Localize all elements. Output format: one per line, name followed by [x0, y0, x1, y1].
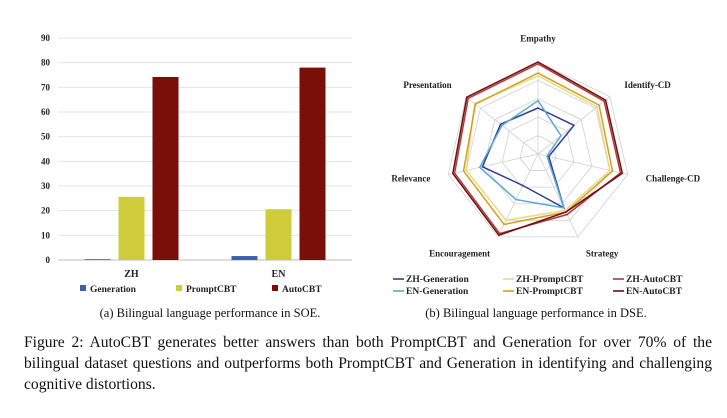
radar-grid-ring: [447, 61, 629, 238]
bar-y-tick-label: 60: [41, 107, 51, 117]
bar-autocbt-zh: [152, 76, 179, 261]
radar-axis-label: Encouragement: [429, 248, 490, 258]
radar-spoke: [537, 153, 579, 238]
bar-legend-label: Generation: [90, 285, 137, 295]
bar-legend-label: PromptCBT: [186, 285, 237, 295]
radar-axis-label: Identify-CD: [624, 80, 671, 90]
bar-promptcbt-zh: [118, 196, 145, 260]
radar-series-en-promptcbt: [462, 72, 614, 226]
bar-y-tick-label: 80: [41, 58, 51, 68]
bar-legend-swatch: [80, 285, 86, 291]
bar-bars: [84, 67, 326, 261]
radar-legend-label: EN-PromptCBT: [516, 287, 584, 297]
radar-legend-label: EN-Generation: [406, 287, 469, 297]
radar-web: [447, 61, 629, 238]
radar-chart: Empathy Identify-CD Challenge-CD Strategy En…: [391, 34, 700, 320]
bar-category-label: ZH: [124, 269, 139, 280]
radar-series-en-generation: [478, 99, 566, 209]
bar-y-ticks: 0 10 20 30 40 50 60 70 80 90: [41, 33, 51, 265]
subcaption-a: (a) Bilingual language performance in SO…: [100, 306, 321, 320]
bar-y-tick-label: 0: [46, 255, 51, 265]
bar-legend-swatch: [176, 285, 182, 291]
radar-legend-label: ZH-AutoCBT: [626, 275, 683, 285]
figure-caption: Figure 2: AutoCBT generates better answe…: [24, 334, 712, 393]
bar-legend-label: AutoCBT: [282, 285, 322, 295]
radar-axis-label: Challenge-CD: [646, 174, 701, 184]
bar-legend-swatch: [272, 285, 278, 291]
radar-grid-ring: [519, 135, 557, 171]
bar-generation-en: [231, 256, 258, 260]
radar-axis-label: Presentation: [403, 80, 451, 90]
bar-legend: Generation PromptCBT AutoCBT: [80, 285, 322, 295]
bar-promptcbt-en: [265, 209, 292, 260]
subcaption-b: (b) Bilingual language performance in DS…: [425, 306, 646, 320]
radar-series-en-autocbt: [451, 61, 624, 237]
radar-axis-label: Relevance: [391, 174, 430, 184]
radar-axis-label: Empathy: [520, 34, 556, 44]
bar-y-tick-label: 90: [41, 33, 51, 43]
radar-axis-label: Strategy: [586, 248, 619, 258]
bar-y-tick-label: 20: [41, 206, 51, 216]
radar-grid-ring: [501, 116, 575, 188]
radar-series: [451, 61, 624, 237]
bar-y-tick-label: 40: [41, 156, 51, 166]
bar-y-tick-label: 50: [41, 132, 51, 142]
bar-y-tick-label: 10: [41, 230, 51, 240]
bar-autocbt-en: [299, 67, 326, 260]
bar-y-tick-label: 70: [41, 82, 51, 92]
radar-legend-label: EN-AutoCBT: [626, 287, 683, 297]
radar-spoke: [497, 153, 539, 238]
radar-legend: ZH-Generation ZH-PromptCBT ZH-AutoCBT EN-Ge…: [393, 275, 683, 297]
bar-chart: 0 10 20 30 40 50 60 70 80 90 ZH EN Generation Promp…: [41, 33, 352, 320]
bar-categories: ZH EN: [124, 269, 286, 280]
bar-generation-zh: [84, 259, 111, 260]
bar-grid: [58, 37, 352, 261]
radar-grid-ring: [465, 79, 611, 221]
bar-y-tick-label: 30: [41, 181, 51, 191]
radar-axis-labels: Empathy Identify-CD Challenge-CD Strategy En…: [391, 34, 700, 259]
radar-series-zh-generation: [481, 107, 576, 210]
radar-legend-label: ZH-Generation: [406, 275, 470, 285]
radar-legend-label: ZH-PromptCBT: [516, 275, 584, 285]
bar-category-label: EN: [272, 269, 287, 280]
